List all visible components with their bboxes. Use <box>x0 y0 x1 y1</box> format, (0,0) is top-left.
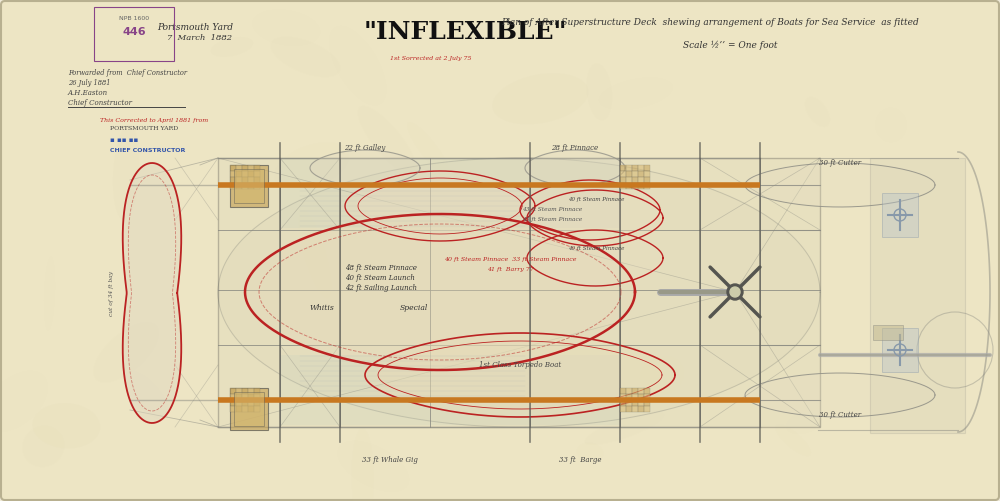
Polygon shape <box>365 333 675 417</box>
Bar <box>242 394 248 400</box>
Bar <box>242 400 248 406</box>
Text: Chief Constructor: Chief Constructor <box>68 99 132 107</box>
Bar <box>626 183 632 189</box>
Circle shape <box>727 284 743 300</box>
Text: 22 ft Galley: 22 ft Galley <box>344 144 386 152</box>
Polygon shape <box>745 163 935 207</box>
Polygon shape <box>358 178 522 234</box>
Bar <box>644 388 650 394</box>
Text: Scale ½’’ = One foot: Scale ½’’ = One foot <box>683 41 777 50</box>
Bar <box>236 400 242 406</box>
Bar <box>632 388 638 394</box>
Bar <box>644 400 650 406</box>
Text: "INFLEXIBLE": "INFLEXIBLE" <box>363 20 567 44</box>
Polygon shape <box>218 158 820 427</box>
Bar <box>620 388 626 394</box>
Bar <box>870 158 965 433</box>
Bar <box>632 171 638 177</box>
Bar <box>230 406 236 412</box>
Bar <box>644 177 650 183</box>
Text: cut of 34 ft bay: cut of 34 ft bay <box>110 271 114 316</box>
Text: 41 ft  Barry 77: 41 ft Barry 77 <box>487 268 533 273</box>
Ellipse shape <box>492 73 588 124</box>
Bar <box>638 394 644 400</box>
Bar <box>638 183 644 189</box>
Text: 446: 446 <box>122 27 146 37</box>
Ellipse shape <box>211 37 253 57</box>
Bar <box>230 388 236 394</box>
Bar <box>644 165 650 171</box>
Bar <box>632 394 638 400</box>
Text: 40 ft Steam Pinnace: 40 ft Steam Pinnace <box>568 197 624 202</box>
Bar <box>254 406 260 412</box>
Bar <box>638 388 644 394</box>
Bar <box>620 165 626 171</box>
Bar <box>242 177 248 183</box>
Bar <box>626 388 632 394</box>
Bar <box>620 183 626 189</box>
Bar <box>254 165 260 171</box>
Text: 40 ft Steam Pinnace: 40 ft Steam Pinnace <box>568 245 624 250</box>
Bar <box>620 406 626 412</box>
Bar <box>248 400 254 406</box>
Ellipse shape <box>32 403 100 448</box>
Text: A.H.Easton: A.H.Easton <box>68 89 108 97</box>
Bar <box>626 400 632 406</box>
Bar <box>230 400 236 406</box>
Bar <box>242 388 248 394</box>
Text: 33 ft  Barge: 33 ft Barge <box>559 456 601 464</box>
Bar <box>254 400 260 406</box>
Bar <box>234 392 264 426</box>
Bar <box>620 394 626 400</box>
Ellipse shape <box>113 124 140 220</box>
Bar <box>236 183 242 189</box>
Bar <box>620 171 626 177</box>
Bar <box>254 177 260 183</box>
Bar <box>632 183 638 189</box>
Ellipse shape <box>639 355 685 396</box>
Ellipse shape <box>586 63 612 120</box>
Ellipse shape <box>298 209 332 299</box>
Bar <box>620 177 626 183</box>
Text: 30 ft Cutter: 30 ft Cutter <box>819 411 861 419</box>
Text: Whitis: Whitis <box>310 304 335 312</box>
Ellipse shape <box>585 412 664 445</box>
Bar <box>236 406 242 412</box>
Polygon shape <box>378 341 662 409</box>
Text: ▪ ▪▪ ▪▪: ▪ ▪▪ ▪▪ <box>110 137 138 143</box>
Text: 48 ft Steam Pinnace: 48 ft Steam Pinnace <box>345 264 417 272</box>
Polygon shape <box>310 150 420 186</box>
Bar <box>638 400 644 406</box>
Bar <box>248 394 254 400</box>
Bar <box>242 165 248 171</box>
Bar <box>230 183 236 189</box>
Bar <box>248 171 254 177</box>
Bar <box>236 171 242 177</box>
Bar <box>230 394 236 400</box>
Bar <box>882 193 918 237</box>
Bar <box>632 406 638 412</box>
Ellipse shape <box>506 207 528 223</box>
Text: 30 ft Cutter: 30 ft Cutter <box>819 159 861 167</box>
Bar <box>242 406 248 412</box>
Text: 7  March  1882: 7 March 1882 <box>167 34 233 42</box>
Bar <box>254 394 260 400</box>
Bar <box>236 177 242 183</box>
Bar <box>882 328 918 372</box>
Bar <box>230 165 268 207</box>
Text: 1st Class Torpedo Boat: 1st Class Torpedo Boat <box>479 361 561 369</box>
Text: 40 ft Steam Launch: 40 ft Steam Launch <box>345 274 415 282</box>
Ellipse shape <box>358 106 416 175</box>
Text: PORTSMOUTH YARD: PORTSMOUTH YARD <box>110 126 178 131</box>
Bar <box>236 388 242 394</box>
Bar <box>873 325 903 340</box>
Bar <box>644 183 650 189</box>
Bar <box>626 171 632 177</box>
Bar <box>254 388 260 394</box>
Bar <box>644 406 650 412</box>
Bar <box>236 165 242 171</box>
Bar <box>632 165 638 171</box>
Bar <box>248 177 254 183</box>
Bar <box>248 406 254 412</box>
